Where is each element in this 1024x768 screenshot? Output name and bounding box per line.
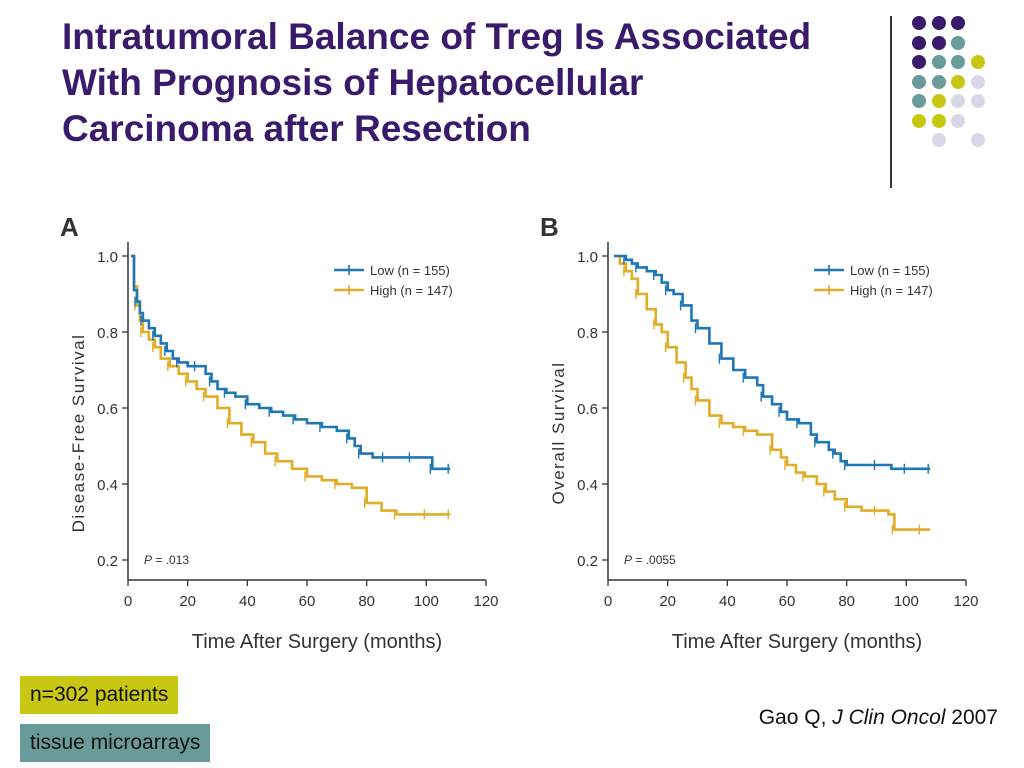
p-value-text: = .0055	[632, 553, 676, 567]
tissue-microarrays-badge: tissue microarrays	[20, 724, 211, 762]
title-line-2: With Prognosis of Hepatocellular	[62, 62, 644, 103]
y-tick-label: 0.2	[97, 553, 118, 570]
x-tick-label: 20	[659, 593, 676, 610]
title-line-1: Intratumoral Balance of Treg Is Associat…	[62, 16, 812, 57]
citation-year: 2007	[945, 706, 998, 729]
decor-dot	[951, 74, 965, 89]
decor-dot	[931, 35, 946, 50]
x-tick-label: 100	[414, 593, 439, 610]
p-value-symbol: P	[144, 553, 152, 567]
km-curve-high	[131, 254, 451, 516]
citation-author: Gao Q,	[758, 706, 833, 729]
x-tick-label: 120	[953, 593, 978, 610]
decor-dot	[951, 16, 965, 30]
x-tick-label: 80	[358, 593, 375, 610]
x-tick-label: 0	[604, 593, 612, 610]
decor-dot	[951, 35, 965, 50]
y-tick-label: 0.4	[577, 477, 598, 494]
chart-panel-b: B 0.2 0.4 0.6 0.8 1.0 0 20 40 60 80 100 120 Time Afte…	[520, 200, 980, 670]
decor-dot	[912, 16, 926, 30]
legend-label: Low (n = 155)	[370, 263, 450, 278]
decor-dot	[931, 113, 946, 128]
x-tick-label: 0	[124, 593, 132, 610]
decor-dot	[970, 94, 985, 108]
legend-label: High (n = 147)	[370, 283, 453, 298]
x-tick-label: 20	[179, 593, 196, 610]
citation: Gao Q, J Clin Oncol 2007	[759, 706, 998, 730]
y-tick-label: 1.0	[577, 249, 598, 266]
km-curve-low	[131, 254, 451, 471]
y-tick-label: 1.0	[97, 249, 118, 266]
x-tick-label: 100	[894, 593, 919, 610]
citation-journal: J Clin Oncol	[832, 706, 946, 729]
decor-dot	[931, 16, 946, 30]
y-tick-label: 0.8	[577, 325, 598, 342]
km-curve-low	[614, 254, 931, 471]
p-value-annotation: P = .0055	[624, 553, 676, 567]
decor-dot	[912, 94, 926, 108]
x-axis-label: Time After Surgery (months)	[192, 631, 442, 653]
y-tick-label: 0.4	[97, 477, 118, 494]
x-tick-label: 80	[838, 593, 855, 610]
chart-b-svg: B 0.2 0.4 0.6 0.8 1.0 0 20 40 60 80 100 120 Time Afte…	[540, 212, 979, 653]
decor-dot	[970, 74, 985, 89]
p-value-symbol: P	[624, 553, 632, 567]
patients-badge: n=302 patients	[20, 676, 179, 714]
legend-label: High (n = 147)	[850, 283, 933, 298]
y-axis-label: Disease-Free Survival	[69, 334, 88, 533]
y-tick-label: 0.6	[577, 401, 598, 418]
x-tick-label: 40	[719, 593, 736, 610]
decor-dot	[970, 133, 985, 147]
chart-panel-a: A 0.2 0.4 0.6 0.8 1.0 0 20 40 60 80 100 120 Time Afte…	[40, 200, 500, 670]
x-tick-label: 60	[299, 593, 316, 610]
decor-dot	[931, 94, 946, 108]
x-tick-label: 40	[239, 593, 256, 610]
decor-dot	[912, 55, 926, 69]
panel-label: B	[540, 212, 559, 242]
y-tick-label: 0.2	[577, 553, 598, 570]
y-tick-label: 0.8	[97, 325, 118, 342]
decor-dot	[912, 35, 926, 50]
slide-title: Intratumoral Balance of Treg Is Associat…	[62, 14, 892, 152]
x-tick-label: 60	[779, 593, 796, 610]
decor-dot	[970, 55, 985, 69]
decor-dot	[951, 113, 965, 128]
x-tick-label: 120	[473, 593, 498, 610]
panel-label: A	[60, 212, 79, 242]
title-line-3: Carcinoma after Resection	[62, 108, 531, 149]
decor-dot	[951, 94, 965, 108]
decor-dot	[931, 74, 946, 89]
y-axis-label: Overall Survival	[549, 361, 568, 504]
legend-label: Low (n = 155)	[850, 263, 930, 278]
chart-a-svg: A 0.2 0.4 0.6 0.8 1.0 0 20 40 60 80 100 120 Time Afte…	[60, 212, 499, 653]
km-curve-high	[614, 254, 931, 531]
decor-dot	[951, 55, 965, 69]
decor-dot	[912, 113, 926, 128]
p-value-text: = .013	[152, 553, 189, 567]
decor-divider	[890, 16, 892, 188]
y-tick-label: 0.6	[97, 401, 118, 418]
x-axis-label: Time After Surgery (months)	[672, 631, 922, 653]
p-value-annotation: P = .013	[144, 553, 189, 567]
decor-dot	[912, 74, 926, 89]
decor-dot	[931, 55, 946, 69]
decor-dot	[931, 133, 946, 147]
